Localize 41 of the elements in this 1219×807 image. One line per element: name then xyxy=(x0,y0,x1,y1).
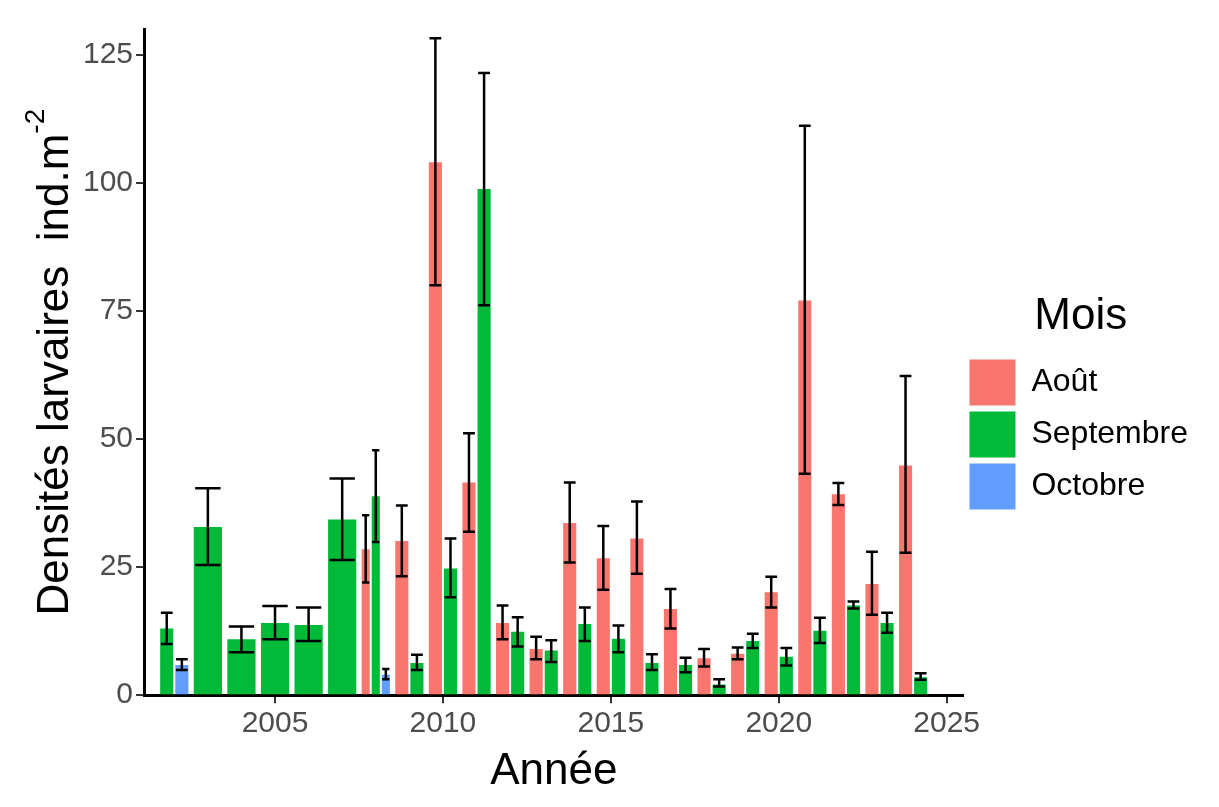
bar xyxy=(630,538,644,695)
x-tick-label: 2005 xyxy=(241,705,309,739)
legend-label: Octobre xyxy=(1031,466,1146,503)
x-tick-label: 2010 xyxy=(409,705,477,739)
legend-title: Mois xyxy=(1034,288,1128,338)
x-tick-label: 2025 xyxy=(913,705,981,739)
bar xyxy=(578,623,592,695)
bar xyxy=(395,540,409,695)
y-tick-label: 75 xyxy=(99,292,134,326)
bar xyxy=(663,609,678,695)
y-tick-label: 125 xyxy=(82,35,134,69)
bar xyxy=(798,300,812,695)
bar xyxy=(529,649,543,695)
x-tick-label: 2015 xyxy=(577,705,645,739)
bar xyxy=(880,622,894,695)
bar xyxy=(645,662,659,695)
y-tick-label: 50 xyxy=(99,420,134,454)
legend-label: Septembre xyxy=(1031,414,1188,451)
x-tick-label: 2020 xyxy=(745,705,813,739)
bar xyxy=(764,592,778,695)
bar xyxy=(813,630,827,695)
bar xyxy=(428,162,442,695)
bar xyxy=(443,568,458,695)
bar xyxy=(846,605,861,695)
bar xyxy=(563,523,577,695)
bar xyxy=(596,558,610,695)
bar xyxy=(410,662,424,695)
y-tick-label: 100 xyxy=(82,164,134,197)
y-tick-label: 0 xyxy=(116,676,134,710)
bar xyxy=(544,650,558,695)
bar xyxy=(477,188,491,695)
legend-label: Août xyxy=(1031,362,1098,399)
bar xyxy=(865,584,879,695)
bar xyxy=(831,494,845,695)
y-axis-title: Densités larvaires ind.m-2 xyxy=(18,108,78,616)
bar xyxy=(746,640,760,695)
bar xyxy=(697,658,711,695)
x-axis-title: Année xyxy=(490,743,618,793)
bar xyxy=(611,638,625,695)
y-tick-label: 25 xyxy=(99,548,134,582)
bar xyxy=(462,482,476,695)
